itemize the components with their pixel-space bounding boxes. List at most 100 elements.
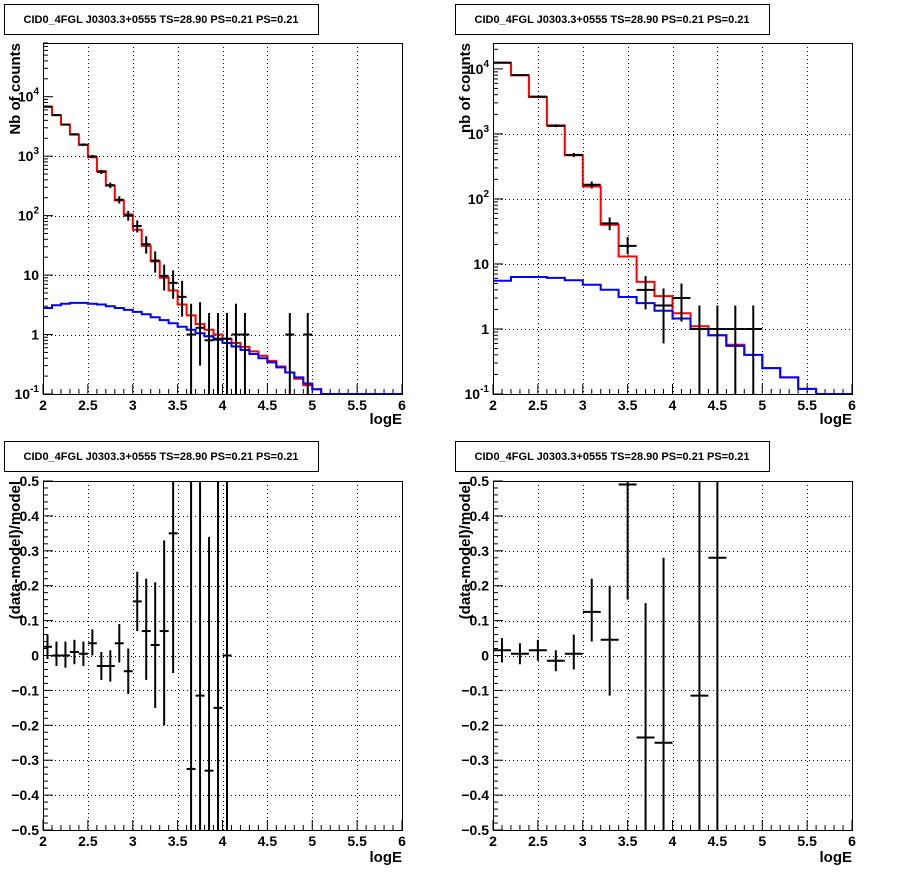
data-point: [150, 582, 160, 708]
data-point: [204, 313, 214, 394]
title-frame: [4, 4, 319, 35]
data-point: [159, 540, 169, 726]
x-axis-label: logE: [820, 849, 853, 866]
x-tick-label: 3: [129, 833, 137, 849]
y-axis: 10-1 1 10 102 103 104: [15, 42, 53, 402]
data-point: [96, 169, 106, 175]
y-tick-label: −0.5: [461, 822, 489, 838]
y-tick-label: 10: [473, 256, 489, 272]
y-axis-label: Nb of counts: [7, 43, 24, 135]
x-tick-label: 3.5: [168, 833, 188, 849]
x-axis-label: logE: [370, 411, 403, 428]
x-tick-label: 6: [398, 833, 406, 849]
y-axis-label: (data-model)/model: [7, 481, 24, 619]
data-point: [114, 196, 124, 204]
data-point: [78, 641, 88, 666]
x-tick-label: 3: [129, 397, 137, 413]
data-point: [222, 481, 232, 830]
y-tick-label: 0.4: [20, 508, 40, 524]
chart-panel-3: CID0_4FGL J0303.3+0555 TS=28.90 PS=0.21 …: [4, 441, 406, 866]
data-point: [213, 313, 223, 394]
y-axis: −0.5 −0.4 −0.3 −0.2 −0.1 0 0.1 0.2 0.3 0.4 0.5: [11, 473, 53, 838]
x-tick-label: 2: [489, 833, 497, 849]
y-tick-label: −0.4: [11, 787, 39, 803]
y-tick-label: 0.2: [470, 578, 490, 594]
y-tick-label: 0.2: [20, 578, 40, 594]
x-tick-label: 5.5: [797, 397, 817, 413]
x-axis: 2 2.5 3 3.5 4 4.5 5 5.5 6: [39, 820, 406, 849]
y-tick-label: −0.4: [461, 787, 489, 803]
data-point: [582, 578, 601, 642]
x-tick-label: 4.5: [258, 397, 278, 413]
data-point: [600, 217, 619, 231]
data-point: [186, 481, 196, 830]
y-tick-label: 10-1: [465, 384, 490, 402]
y-tick-label: −0.3: [11, 752, 39, 768]
x-tick-label: 2.5: [78, 833, 98, 849]
y-tick-label: −0.1: [11, 682, 39, 698]
x-tick-label: 3: [579, 397, 587, 413]
data-point: [51, 114, 61, 117]
data-point: [222, 313, 232, 394]
y-axis: 10-1 1 10 102 103 104: [465, 48, 503, 402]
y-axis-label: nb of counts: [457, 43, 474, 133]
data-point: [528, 95, 547, 98]
title-frame: [455, 4, 770, 35]
chart-title: CID0_4FGL J0303.3+0555 TS=28.90 PS=0.21 …: [24, 451, 299, 463]
data-point: [150, 251, 160, 273]
x-tick-label: 4.5: [258, 833, 278, 849]
data-point: [123, 210, 133, 221]
data-point: [726, 305, 745, 394]
data-point: [546, 650, 565, 672]
data-point: [159, 264, 169, 291]
x-tick-label: 3.5: [618, 833, 638, 849]
y-tick-label: 0.5: [470, 473, 490, 489]
data-point: [132, 571, 142, 632]
y-tick-label: 1: [481, 321, 489, 337]
data-points: [43, 105, 313, 394]
data-point: [60, 123, 70, 126]
data-point: [654, 288, 673, 344]
y-axis-label: (data-model)/model: [457, 481, 474, 619]
x-tick-label: 2: [39, 397, 47, 413]
y-tick-label: 102: [18, 206, 40, 224]
x-tick-label: 6: [398, 397, 406, 413]
x-tick-label: 5: [758, 397, 766, 413]
title-frame: [4, 441, 319, 472]
y-tick-label: 104: [468, 59, 490, 77]
x-tick-label: 3.5: [168, 397, 188, 413]
data-point: [213, 481, 223, 830]
x-tick-label: 4: [669, 833, 677, 849]
y-tick-label: −0.5: [11, 822, 39, 838]
data-point: [510, 643, 529, 665]
chart-panel-4: CID0_4FGL J0303.3+0555 TS=28.90 PS=0.21 …: [455, 441, 856, 866]
x-tick-label: 4: [219, 397, 227, 413]
chart-title-box: CID0_4FGL J0303.3+0555 TS=28.90 PS=0.21 …: [455, 4, 770, 35]
x-tick-label: 2.5: [528, 397, 548, 413]
y-tick-label: −0.2: [11, 717, 39, 733]
data-point: [168, 481, 178, 673]
chart-panel-2: CID0_4FGL J0303.3+0555 TS=28.90 PS=0.21 …: [455, 4, 856, 428]
y-tick-label: 1: [31, 327, 39, 343]
data-point: [177, 280, 187, 317]
data-point: [708, 305, 727, 394]
y-tick-label: 103: [468, 124, 490, 142]
data-point: [708, 481, 727, 830]
data-point: [744, 305, 763, 394]
x-tick-label: 5.5: [797, 833, 817, 849]
x-tick-label: 3.5: [618, 397, 638, 413]
data-point: [528, 639, 547, 661]
series-step-line-1: [493, 61, 852, 394]
data-point: [114, 624, 124, 663]
data-point: [69, 639, 79, 665]
data-point: [618, 481, 637, 600]
plot-frame: [43, 43, 403, 395]
data-point: [493, 638, 511, 663]
x-tick-label: 4.5: [708, 833, 728, 849]
data-point: [240, 313, 250, 394]
data-points: [43, 481, 232, 830]
y-tick-label: 0.1: [470, 613, 490, 629]
data-point: [96, 652, 106, 680]
y-tick-label: −0.1: [461, 682, 489, 698]
